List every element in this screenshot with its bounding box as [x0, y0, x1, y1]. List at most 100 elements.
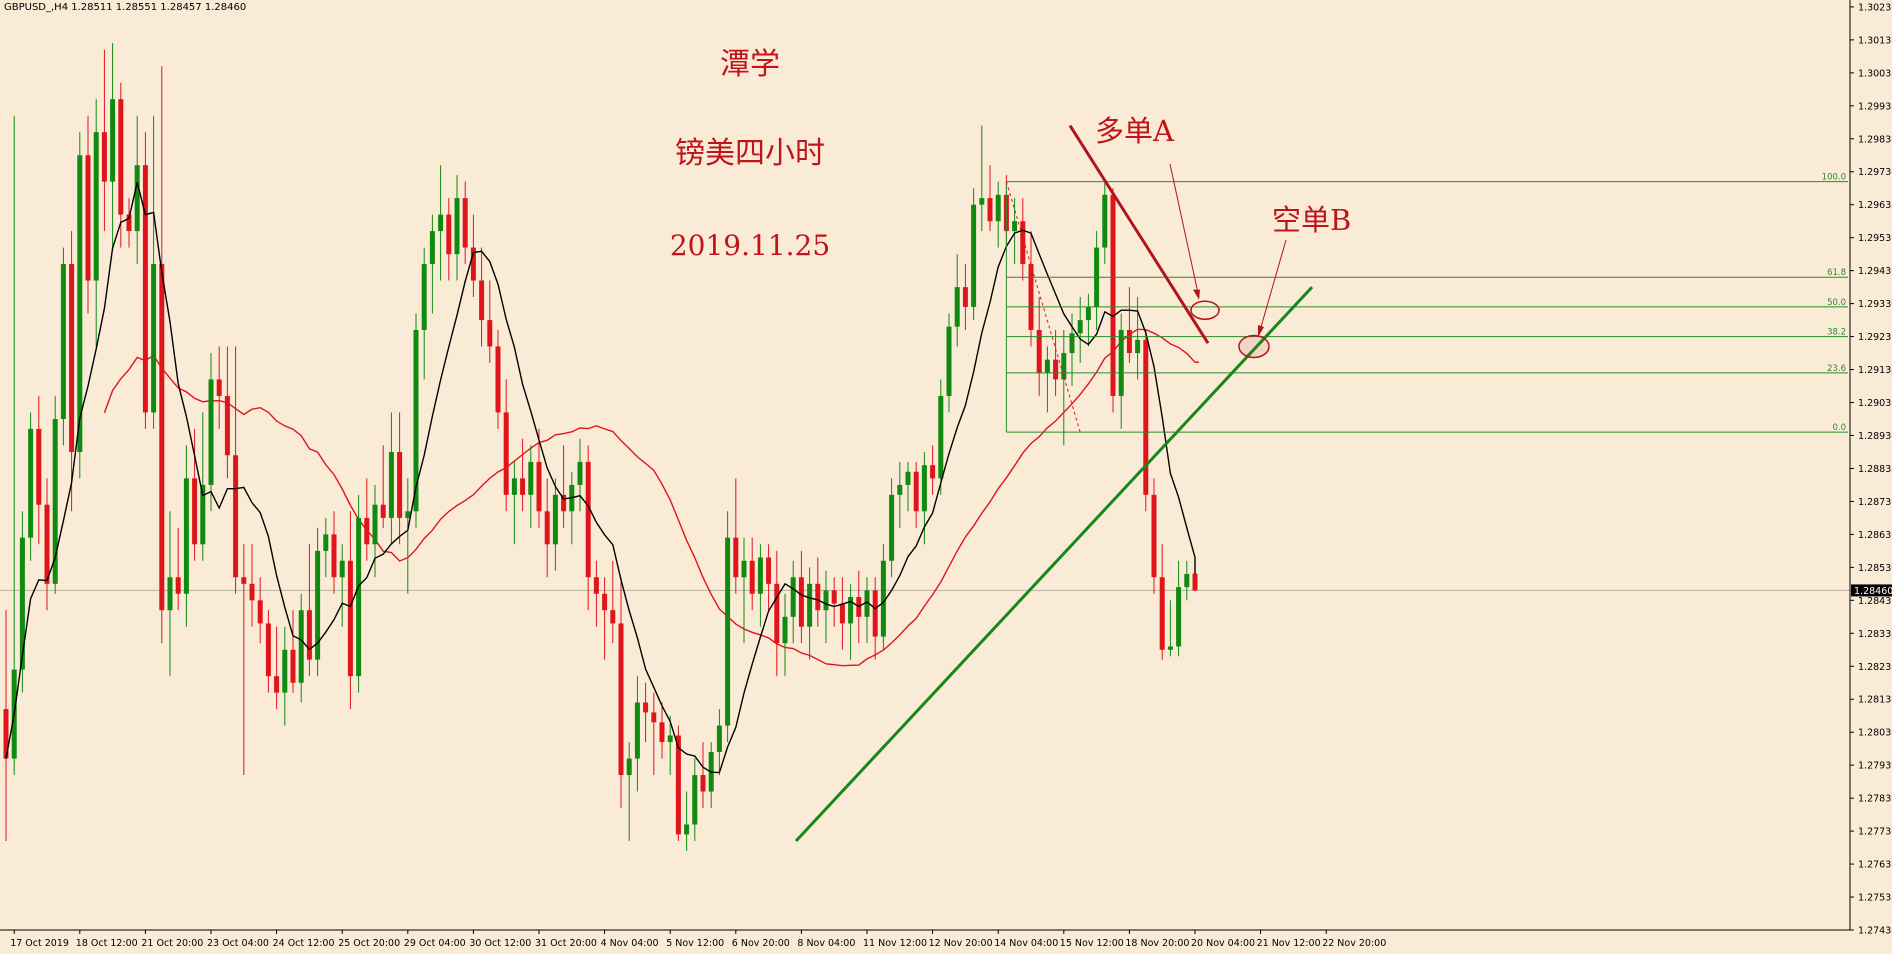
candle-body	[126, 214, 132, 232]
candle-body	[356, 517, 362, 677]
candle-body	[651, 712, 657, 723]
candle-body	[380, 504, 386, 518]
candle-body	[864, 590, 870, 617]
uptrend-line	[794, 286, 1314, 843]
label-short-b: 空单B	[1272, 203, 1351, 237]
candle-body	[331, 534, 337, 578]
candle-body	[913, 471, 919, 512]
price-tick-label: 1.29830	[1858, 134, 1892, 145]
candle-body	[1176, 587, 1182, 647]
candle-body	[462, 198, 468, 248]
candle-body	[421, 264, 427, 330]
candle-body	[257, 600, 263, 624]
candle-body	[1044, 359, 1050, 373]
price-tick-label: 1.29730	[1858, 167, 1892, 178]
price-tick-label: 1.28330	[1858, 629, 1892, 640]
price-tick-label: 1.28430	[1858, 596, 1892, 607]
price-tick-label: 1.27930	[1858, 761, 1892, 772]
candle-body	[397, 451, 403, 518]
candle-body	[659, 722, 665, 743]
candle-body	[766, 557, 772, 584]
candle-body	[315, 550, 321, 660]
candle-body	[716, 725, 722, 752]
candle-body	[618, 623, 624, 776]
fib-level-label: 23.6	[1827, 364, 1846, 374]
candle-body	[347, 560, 353, 677]
candle-body	[388, 451, 394, 518]
candle-body	[3, 709, 9, 759]
candle-body	[282, 649, 288, 693]
time-tick-label: 15 Nov 12:00	[1060, 938, 1124, 949]
price-tick-label: 1.28530	[1858, 563, 1892, 574]
candle-body	[77, 155, 83, 452]
candle-body	[938, 395, 944, 479]
candle-body	[249, 583, 255, 601]
time-tick-label: 31 Oct 20:00	[535, 938, 597, 949]
time-tick-label: 23 Oct 04:00	[207, 938, 269, 949]
candle-body	[839, 603, 845, 624]
candle-body	[60, 264, 66, 419]
candle-body	[831, 590, 837, 604]
candle-body	[962, 287, 968, 307]
price-tick-label: 1.27730	[1858, 827, 1892, 838]
time-tick-label: 30 Oct 12:00	[469, 938, 531, 949]
candle-body	[1020, 221, 1026, 265]
candle-body	[290, 649, 296, 683]
price-tick-label: 1.27630	[1858, 860, 1892, 871]
time-tick-label: 18 Oct 12:00	[76, 938, 138, 949]
candle-body	[798, 577, 804, 627]
candle-body	[897, 484, 903, 495]
price-tick-label: 1.29330	[1858, 299, 1892, 310]
downtrend-line	[1068, 124, 1210, 344]
candle-body	[602, 593, 608, 611]
candle-body	[823, 590, 829, 611]
candle-body	[667, 735, 673, 743]
candle-body	[1077, 320, 1083, 334]
candle-body	[790, 577, 796, 617]
candle-body	[405, 511, 411, 518]
candle-body	[593, 577, 599, 594]
candle-body	[774, 583, 780, 644]
candle-body	[1053, 359, 1059, 380]
price-tick-label: 1.28930	[1858, 431, 1892, 442]
candle-body	[85, 155, 91, 281]
fib-level-label: 61.8	[1827, 268, 1846, 278]
time-tick-label: 8 Nov 04:00	[797, 938, 855, 949]
candle-body	[479, 280, 485, 321]
ma-slow-layer	[103, 328, 1199, 667]
candle-body	[979, 198, 985, 205]
fib-level-label: 38.2	[1827, 328, 1846, 338]
time-tick-label: 20 Nov 04:00	[1191, 938, 1255, 949]
candle-body	[183, 478, 189, 594]
candle-body	[438, 214, 444, 232]
candle-body	[733, 537, 739, 578]
candle-body	[470, 247, 476, 281]
time-tick-label: 14 Nov 04:00	[994, 938, 1058, 949]
candle-body	[1012, 221, 1018, 232]
candle-body	[921, 465, 927, 512]
candle-body	[872, 590, 878, 637]
price-tick-label: 1.29930	[1858, 101, 1892, 112]
candle-body	[848, 597, 854, 624]
time-tick-label: 21 Nov 12:00	[1257, 938, 1321, 949]
candle-body	[339, 560, 345, 578]
price-tick-label: 1.30030	[1858, 68, 1892, 79]
time-tick-label: 12 Nov 20:00	[929, 938, 993, 949]
candle-body	[741, 560, 747, 578]
candle-body	[1151, 494, 1157, 578]
price-tick-label: 1.29230	[1858, 332, 1892, 343]
current-price-box	[1851, 584, 1892, 597]
ma-slow-line	[103, 328, 1199, 667]
entry-circle-b	[1238, 334, 1270, 359]
price-tick-label: 1.27430	[1858, 926, 1892, 937]
candle-body	[454, 198, 460, 255]
time-tick-label: 18 Nov 20:00	[1125, 938, 1189, 949]
time-tick-label: 22 Nov 20:00	[1322, 938, 1386, 949]
fib-level-label: 50.0	[1827, 298, 1846, 308]
time-tick-label: 6 Nov 20:00	[732, 938, 790, 949]
candle-body	[1143, 339, 1149, 495]
time-tick-label: 4 Nov 04:00	[601, 938, 659, 949]
candle-body	[692, 775, 698, 825]
candle-body	[44, 504, 50, 584]
